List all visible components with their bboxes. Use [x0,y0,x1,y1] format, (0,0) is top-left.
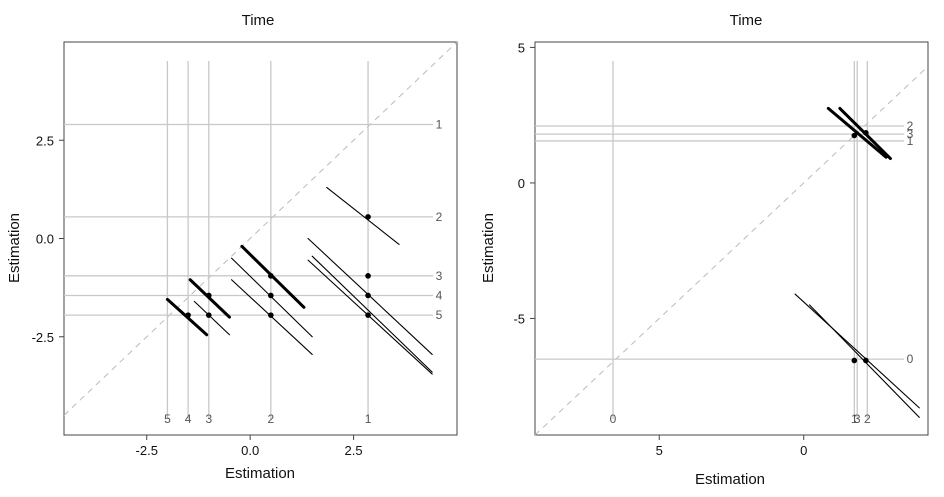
axis-ticks: 50550-5 [513,40,807,458]
horizontal-line-label: 0 [907,352,914,366]
y-axis-label: Estimation [480,213,497,283]
horizontal-line-label: 5 [436,308,443,322]
x-axis-label: Estimation [695,471,765,488]
horizontal-line-label: 2 [436,210,443,224]
data-point [365,273,371,279]
thin-segment [794,293,920,409]
horizontal-line-label: 1 [907,134,914,148]
y-tick-label: 0 [518,176,525,191]
bold-segment [188,278,231,319]
vertical-line-label: 1 [365,412,372,426]
vertical-line-label: 0 [610,412,617,426]
thin-segment [193,300,231,336]
data-point [365,214,371,220]
thin-segment [311,255,433,373]
data-point [863,357,869,364]
identity-diagonal-line [534,66,929,436]
plot-frame [63,41,458,436]
vertical-line-label: 1 [851,412,858,426]
y-tick-label: -2.5 [32,330,54,345]
vertical-line-label: 2 [267,412,274,426]
data-point [365,292,371,299]
segment-marks [165,186,433,375]
data-point [851,357,858,364]
y-tick-label: 0.0 [36,232,54,247]
horizontal-line-label: 4 [436,288,443,302]
vertical-line-label: 5 [164,412,171,426]
x-axis-label: Estimation [225,465,295,482]
x-tick-label: 0.0 [241,443,259,458]
y-axis-label: Estimation [6,213,23,283]
x-tick-label: 0 [800,443,807,458]
horizontal-line-label: 3 [436,269,443,283]
bold-segment [826,106,888,159]
horizontal-line-label: 2 [907,119,914,133]
data-point [185,312,191,318]
y-tick-label: -5 [513,311,525,326]
data-point [268,312,274,318]
x-tick-label: -2.5 [136,443,158,458]
plot-frame [534,41,929,436]
data-point [863,129,869,136]
vertical-line-label: 2 [864,412,871,426]
chart-title: Time [730,12,763,29]
x-tick-label: 2.5 [345,443,363,458]
identity-diagonal-line [63,41,458,416]
data-point [365,312,371,318]
vertical-line-label: 4 [185,412,192,426]
point-marks [851,129,869,364]
data-point [205,312,212,318]
x-tick-label: 5 [656,443,663,458]
thin-segment [307,259,433,375]
data-point [851,132,858,139]
chart-title: Time [242,12,275,29]
horizontal-line-label: 3 [907,127,914,141]
horizontal-line-label: 1 [436,118,443,132]
vertical-line-label: 3 [205,412,212,426]
vertical-line-label: 3 [854,412,861,426]
point-marks [185,214,371,318]
axis-ticks: -2.5 0.0 2.5 2.5 0.0 -2.5 [32,133,363,458]
y-tick-label: 5 [518,40,525,55]
y-tick-label: 2.5 [36,133,54,148]
thin-segment [326,186,400,245]
data-point [268,292,274,299]
data-point [268,273,274,279]
data-point [205,292,212,299]
